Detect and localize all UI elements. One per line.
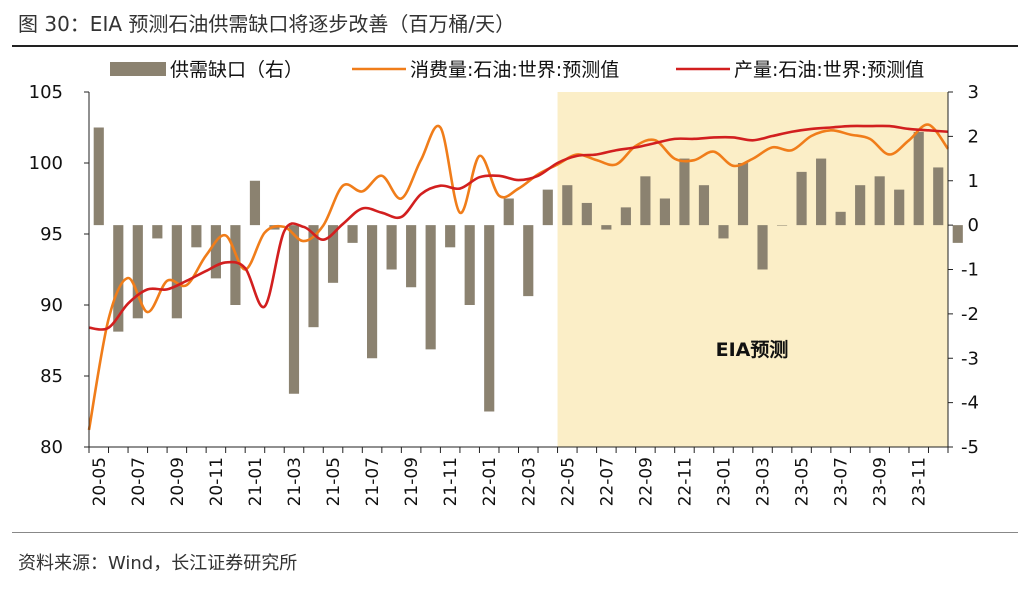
gap-bar (659, 198, 670, 226)
left-tick-label: 105 (29, 82, 63, 103)
right-tick-label: -4 (961, 393, 979, 414)
gap-bar (308, 225, 319, 328)
gap-bar (874, 176, 885, 226)
gap-bar (367, 225, 378, 359)
gap-bar (288, 225, 300, 394)
left-tick-label: 100 (29, 153, 63, 174)
x-tick-label: 22-01 (480, 457, 500, 506)
gap-bar (327, 225, 339, 283)
gap-bar (542, 189, 553, 226)
gap-bar (855, 185, 866, 226)
production-line (88, 124, 949, 331)
gap-bar (230, 225, 241, 305)
right-tick-label: -2 (961, 304, 979, 325)
right-tick-label: -1 (961, 260, 979, 281)
x-tick-label: 20-05 (90, 457, 110, 506)
gap-bar (523, 225, 534, 297)
gap-bar (718, 225, 729, 239)
x-tick-label: 23-11 (910, 457, 930, 506)
chart-title: 图 30：EIA 预测石油供需缺口将逐步改善（百万桶/天） (18, 12, 516, 36)
legend-label-consumption: 消费量:石油:世界:预测值 (410, 59, 619, 81)
gap-bar (913, 131, 924, 226)
legend-label-production: 产量:石油:世界:预测值 (734, 59, 924, 81)
line-series (87, 123, 950, 431)
x-tick-label: 21-09 (402, 457, 422, 506)
x-tick-label: 20-11 (207, 457, 227, 506)
gap-bar (445, 225, 456, 248)
legend: 供需缺口（右） 消费量:石油:世界:预测值 产量:石油:世界:预测值 (110, 59, 924, 81)
x-tick-label: 22-07 (597, 457, 617, 506)
consumption-line (87, 123, 950, 431)
right-tick-label: 0 (968, 215, 979, 236)
gap-bar (210, 225, 221, 279)
gap-bar (698, 185, 710, 226)
left-tick-label: 80 (40, 437, 63, 458)
x-tick-label: 22-03 (519, 457, 539, 506)
x-tick-label: 21-05 (324, 457, 344, 506)
gap-bar (776, 225, 788, 226)
gap-bar (757, 225, 768, 270)
chart: 80 85 90 95 100 105 -5 -4 -3 -2 -1 0 1 2 3 20-05 20-07 20… (29, 59, 979, 506)
legend-swatch-gap (110, 62, 166, 76)
x-tick-label: 23-01 (714, 457, 734, 506)
gap-bar (132, 225, 143, 319)
x-tick-label: 23-03 (754, 457, 774, 506)
gap-bar (620, 207, 631, 226)
gap-bar (816, 158, 827, 226)
right-tick-label: 2 (968, 126, 979, 147)
right-tick-label: -5 (961, 437, 979, 458)
x-tick-label: 22-05 (558, 457, 578, 506)
bar-series (93, 127, 963, 412)
left-tick-label: 85 (40, 366, 63, 387)
gap-bar (484, 225, 495, 412)
footer-divider (12, 532, 1018, 533)
gap-bar (249, 180, 261, 226)
left-tick-label: 90 (40, 295, 63, 316)
gap-bar (952, 225, 963, 243)
x-tick-label: 22-09 (636, 457, 656, 506)
x-tick-label: 20-09 (168, 457, 188, 506)
x-tick-label: 22-11 (675, 457, 695, 506)
right-tick-label: 1 (968, 171, 979, 192)
left-tick-label: 95 (40, 224, 63, 245)
gap-bar (562, 185, 573, 226)
gap-bar (679, 158, 690, 226)
x-tick-label: 21-01 (246, 457, 266, 506)
x-tick-label: 21-07 (363, 457, 383, 506)
gap-bar (113, 225, 124, 332)
forecast-region (557, 92, 948, 447)
gap-bar (933, 167, 944, 226)
source-note: 资料来源：Wind，长江证券研究所 (18, 553, 298, 574)
x-tick-label: 23-05 (793, 457, 813, 506)
x-tick-label: 23-09 (871, 457, 891, 506)
legend-label-gap: 供需缺口（右） (170, 59, 303, 81)
x-tick-label: 21-11 (441, 457, 461, 506)
gap-bar (894, 189, 905, 226)
gap-bar (796, 171, 807, 226)
gap-bar (171, 225, 182, 319)
gap-bar (601, 225, 612, 230)
gap-bar (386, 225, 397, 270)
gap-bar (737, 163, 749, 226)
x-tick-label: 23-07 (832, 457, 852, 506)
axes: 80 85 90 95 100 105 -5 -4 -3 -2 -1 0 1 2 3 20-05 20-07 20… (29, 82, 979, 506)
gap-bar (503, 198, 514, 226)
gap-bar (640, 176, 651, 226)
gap-bar (191, 225, 202, 248)
gap-bar (581, 202, 592, 226)
x-tick-label: 20-07 (129, 457, 149, 506)
title-divider (12, 45, 1018, 47)
gap-bar (347, 225, 358, 243)
right-tick-label: -3 (961, 348, 979, 369)
gap-bar (835, 211, 846, 226)
x-tick-label: 21-03 (285, 457, 305, 506)
right-tick-label: 3 (968, 82, 979, 103)
forecast-label: EIA预测 (716, 339, 789, 361)
gap-bar (152, 225, 163, 239)
gap-bar (406, 225, 417, 288)
gap-bar (93, 127, 104, 226)
gap-bar (425, 225, 436, 350)
gap-bar (464, 225, 475, 305)
